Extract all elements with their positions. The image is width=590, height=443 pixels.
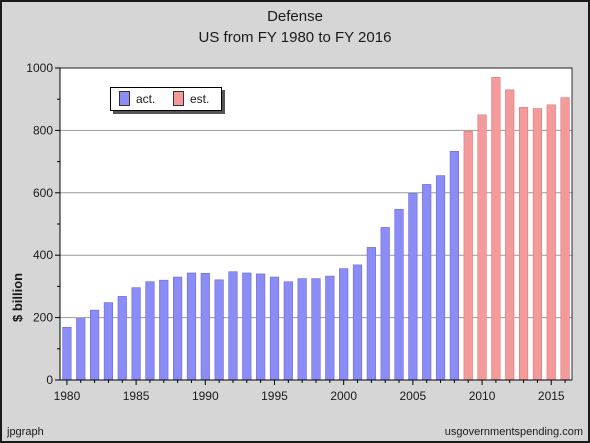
footer-source: usgovernmentspending.com	[444, 426, 583, 438]
y-tick-label-1000: 1000	[26, 61, 53, 75]
chart-subtitle: US from FY 1980 to FY 2016	[198, 29, 392, 46]
bar-act-1993	[242, 272, 252, 381]
bar-est-2016	[560, 97, 570, 381]
bar-act-2006	[422, 184, 432, 381]
bar-act-1995	[269, 276, 280, 381]
bar-act-1996	[283, 281, 293, 381]
x-tick-label-1990: 1990	[192, 389, 219, 403]
bar-est-2014	[532, 108, 542, 381]
legend-swatch-estimate	[173, 91, 184, 106]
bar-act-2004	[394, 209, 404, 381]
bar-act-1998	[311, 278, 321, 381]
bar-act-1994	[256, 273, 266, 381]
bar-act-2002	[366, 247, 376, 381]
bar-act-2005	[408, 193, 418, 381]
bar-act-1986	[145, 281, 155, 381]
x-tick-label-2000: 2000	[330, 389, 357, 403]
legend-item-estimate: est.	[173, 91, 209, 106]
x-tick-label-1985: 1985	[123, 389, 150, 403]
legend-item-actual: act.	[119, 91, 155, 106]
bar-act-1987	[159, 279, 169, 381]
bar-act-1992	[228, 271, 238, 381]
y-tick-label-400: 400	[33, 248, 53, 262]
bar-act-1985	[131, 287, 141, 381]
y-tick-label-600: 600	[33, 186, 53, 200]
legend-swatch-actual	[119, 91, 130, 106]
bar-act-1991	[214, 279, 224, 381]
bar-act-1989	[186, 272, 197, 381]
legend-label-estimate: est.	[190, 91, 210, 106]
y-tick-label-200: 200	[33, 311, 53, 325]
bar-act-1990	[200, 272, 210, 381]
legend-label-actual: act.	[136, 91, 156, 106]
bar-est-2013	[518, 107, 529, 381]
x-tick-label-1995: 1995	[261, 389, 288, 403]
bar-est-2010	[477, 114, 487, 381]
y-tick-label-800: 800	[33, 123, 53, 137]
x-tick-label-2010: 2010	[469, 389, 496, 403]
bar-act-1999	[325, 275, 335, 381]
y-tick-label-0: 0	[46, 373, 53, 387]
legend: act. est.	[110, 87, 222, 111]
bar-est-2015	[546, 104, 556, 381]
bar-act-1988	[173, 276, 183, 381]
bar-act-1997	[297, 278, 307, 381]
footer-credit: jpgraph	[7, 426, 44, 438]
x-tick-label-2015: 2015	[538, 389, 565, 403]
x-tick-label-1980: 1980	[54, 389, 81, 403]
bar-act-1981	[76, 318, 86, 381]
bar-est-2009	[463, 131, 473, 381]
bar-act-1983	[103, 302, 114, 381]
bar-act-1984	[117, 296, 127, 381]
bar-act-2001	[352, 264, 363, 381]
bar-est-2012	[505, 89, 515, 381]
bar-act-2000	[339, 268, 349, 381]
bar-act-1980	[62, 326, 72, 381]
bar-act-2003	[380, 227, 390, 381]
bar-act-1982	[90, 309, 100, 381]
bar-est-2011	[491, 77, 501, 381]
bar-act-2007	[435, 175, 446, 381]
bar-act-2008	[449, 151, 459, 381]
chart-title: Defense	[267, 8, 323, 25]
x-tick-label-2005: 2005	[400, 389, 427, 403]
